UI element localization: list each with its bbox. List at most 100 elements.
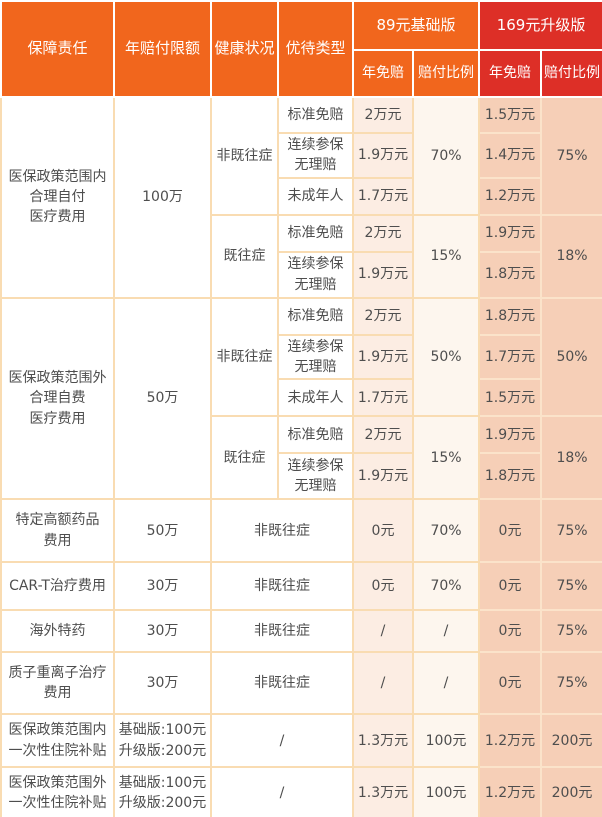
upgrade-deductible-value: 0元	[478, 561, 542, 612]
row-overseas-drugs: 海外特药 30万 非既往症 //0元 75%	[0, 609, 602, 654]
row-proton-heavy-ion: 质子重离子治疗 费用 30万 非既往症 //0元 75%	[0, 651, 602, 716]
basic-deductible-value: 0元	[352, 561, 414, 612]
basic-deductible-value: 1.3万元	[352, 713, 414, 769]
header-plan-upgrade: 169元升级版	[477, 0, 602, 51]
upgrade-deductible-value: 0元	[478, 498, 542, 564]
benefit-type-value: 连续参保 无理赔	[277, 333, 354, 381]
limit-value: 50万	[113, 498, 212, 564]
limit-value: 50万	[113, 296, 212, 501]
limit-value: 30万	[113, 609, 212, 654]
header-plan-basic: 89元基础版	[352, 0, 480, 51]
health-status-value: /	[210, 766, 354, 817]
coverage-label: 特定高额药品 费用	[0, 498, 115, 564]
basic-ratio-value: 70%	[412, 498, 480, 564]
basic-deductible-value: /	[352, 609, 414, 654]
upgrade-ratio-value: 75%	[539, 561, 602, 612]
coverage-label: 医保政策范围外 合理自费 医疗费用	[0, 296, 115, 501]
row-special-drugs: 特定高额药品 费用 50万 非既往症 0元 70% 0元 75%	[0, 498, 602, 564]
benefit-type-value: 连续参保 无理赔	[277, 132, 354, 179]
row-inside-policy-preexisting-standard: 既往症 标准免赔 2万元 15% 1.9万元 18%	[1, 213, 602, 299]
limit-value: 30万	[113, 561, 212, 612]
health-status-value: /	[210, 713, 354, 769]
basic-deductible-value: 1.9万元	[352, 333, 414, 381]
coverage-label: CAR-T治疗费用	[0, 561, 115, 612]
basic-deductible-value: 1.9万元	[352, 452, 414, 501]
basic-deductible-value: 2万元	[352, 296, 414, 336]
benefit-type-value: 标准免赔	[277, 96, 354, 134]
basic-ratio-value: 100元	[412, 713, 480, 769]
upgrade-deductible-value: 1.2万元	[478, 766, 542, 817]
health-status-value: 非既往症	[210, 96, 279, 216]
header-sub: 年免赔 赔付比例 年免赔 赔付比例	[1, 49, 602, 98]
upgrade-ratio-value: 200元	[539, 766, 602, 817]
limit-value: 30万	[113, 651, 212, 716]
upgrade-deductible-value: 1.2万元	[478, 713, 542, 769]
coverage-label: 质子重离子治疗 费用	[0, 651, 115, 716]
upgrade-ratio-value: 18%	[539, 213, 602, 299]
upgrade-deductible-value: 0元	[478, 651, 542, 716]
row-outside-policy-preexisting-continuous: 连续参保 无理赔 1.9万元 1.8万元	[1, 452, 602, 501]
row-outside-policy-standard: 医保政策范围外 合理自费 医疗费用 50万 非既往症 标准免赔 2万元 50% 1.8万元 5…	[0, 296, 602, 501]
coverage-label: 医保政策范围内 一次性住院补贴	[0, 713, 115, 769]
header-upgrade-deductible: 年免赔	[478, 49, 542, 98]
basic-deductible-value: 2万元	[352, 213, 414, 253]
benefit-type-value: 未成年人	[277, 378, 354, 418]
basic-ratio-value: 50%	[412, 296, 480, 418]
benefit-type-value: 标准免赔	[277, 296, 354, 336]
basic-ratio-value: 15%	[412, 213, 480, 299]
upgrade-deductible-value: 1.5万元	[478, 378, 542, 418]
header-health-status: 健康状况	[210, 0, 279, 98]
benefit-type-value: 连续参保 无理赔	[277, 250, 354, 299]
upgrade-deductible-value: 1.4万元	[478, 132, 542, 179]
basic-deductible-value: 1.7万元	[352, 176, 414, 216]
upgrade-deductible-value: 1.8万元	[478, 296, 542, 336]
basic-deductible-value: 0元	[352, 498, 414, 564]
coverage-label: 医保政策范围外 一次性住院补贴	[0, 766, 115, 817]
coverage-label: 海外特药	[0, 609, 115, 654]
upgrade-ratio-value: 75%	[539, 498, 602, 564]
upgrade-deductible-value: 1.9万元	[478, 415, 542, 455]
header-coverage: 保障责任	[0, 0, 115, 98]
basic-ratio-value: 15%	[412, 415, 480, 501]
basic-ratio-value: 70%	[412, 96, 480, 216]
row-outside-policy-preexisting-standard: 既往症 标准免赔 2万元 15% 1.9万元 18%	[1, 415, 602, 501]
header-upgrade-ratio: 赔付比例	[539, 49, 602, 98]
basic-ratio-value: /	[412, 651, 480, 716]
row-inside-policy-standard: 医保政策范围内 合理自付 医疗费用 100万 非既往症 标准免赔 2万元 70% 1.5万元…	[0, 96, 602, 299]
upgrade-deductible-value: 0元	[478, 609, 542, 654]
upgrade-deductible-value: 1.2万元	[478, 176, 542, 216]
basic-deductible-value: 1.3万元	[352, 766, 414, 817]
header-benefit-type: 优待类型	[277, 0, 354, 98]
benefit-type-value: 未成年人	[277, 176, 354, 216]
basic-deductible-value: /	[352, 651, 414, 716]
upgrade-deductible-value: 1.7万元	[478, 333, 542, 381]
upgrade-deductible-value: 1.8万元	[478, 452, 542, 501]
basic-ratio-value: /	[412, 609, 480, 654]
limit-value: 基础版:100元 升级版:200元	[113, 713, 212, 769]
upgrade-deductible-value: 1.8万元	[478, 250, 542, 299]
health-status-value: 既往症	[210, 213, 279, 299]
row-outside-policy-minor: 未成年人 1.7万元 1.5万元	[1, 378, 602, 418]
coverage-label: 医保政策范围内 合理自付 医疗费用	[0, 96, 115, 299]
header-row-main: 保障责任 年赔付限额 健康状况 优待类型 89元基础版 169元升级版	[0, 0, 602, 98]
health-status-value: 非既往症	[210, 296, 279, 418]
row-inside-policy-preexisting-continuous: 连续参保 无理赔 1.9万元 1.8万元	[1, 250, 602, 299]
row-outside-policy-hospital-subsidy: 医保政策范围外 一次性住院补贴 基础版:100元 升级版:200元/1.3万元 10…	[0, 766, 602, 817]
upgrade-ratio-value: 75%	[539, 651, 602, 716]
health-status-value: 非既往症	[210, 609, 354, 654]
row-outside-policy-continuous: 连续参保 无理赔 1.9万元 1.7万元	[1, 333, 602, 381]
basic-ratio-value: 70%	[412, 561, 480, 612]
upgrade-ratio-value: 75%	[539, 609, 602, 654]
header-annual-limit: 年赔付限额	[113, 0, 212, 98]
health-status-value: 非既往症	[210, 498, 354, 564]
basic-deductible-value: 2万元	[352, 415, 414, 455]
benefit-type-value: 标准免赔	[277, 213, 354, 253]
benefit-type-value: 连续参保 无理赔	[277, 452, 354, 501]
basic-deductible-value: 1.9万元	[352, 132, 414, 179]
upgrade-deductible-value: 1.9万元	[478, 213, 542, 253]
row-car-t: CAR-T治疗费用 30万 非既往症 0元 70% 0元 75%	[0, 561, 602, 612]
upgrade-ratio-value: 75%	[539, 96, 602, 216]
